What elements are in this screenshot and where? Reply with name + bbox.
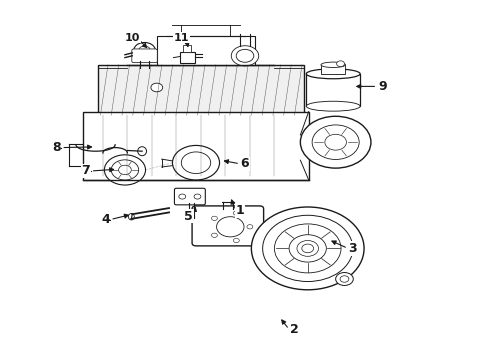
Circle shape (151, 83, 163, 92)
Bar (306, 74, 360, 106)
Circle shape (325, 134, 346, 150)
Circle shape (233, 238, 239, 243)
Circle shape (172, 145, 220, 180)
Circle shape (212, 216, 218, 220)
Bar (321, 65, 345, 74)
Circle shape (233, 211, 239, 215)
Text: 8: 8 (52, 141, 61, 154)
Circle shape (312, 125, 359, 159)
Bar (83, 112, 309, 180)
Text: 9: 9 (378, 80, 387, 93)
Ellipse shape (321, 62, 345, 67)
Ellipse shape (306, 69, 360, 79)
FancyBboxPatch shape (157, 36, 255, 65)
Circle shape (302, 244, 314, 253)
Text: 7: 7 (81, 165, 90, 177)
Text: 11: 11 (173, 33, 189, 43)
Text: 5: 5 (184, 210, 193, 222)
Text: 4: 4 (101, 213, 110, 226)
FancyBboxPatch shape (132, 49, 157, 63)
Text: 6: 6 (241, 157, 249, 170)
Ellipse shape (306, 101, 360, 111)
Circle shape (236, 49, 254, 62)
Circle shape (181, 152, 211, 174)
Circle shape (251, 207, 364, 290)
Circle shape (274, 224, 341, 273)
Circle shape (179, 194, 186, 199)
Circle shape (194, 194, 201, 199)
Bar (98, 65, 304, 115)
Circle shape (337, 61, 344, 67)
Bar (183, 45, 191, 52)
Circle shape (104, 155, 146, 185)
Circle shape (139, 46, 150, 55)
Ellipse shape (128, 213, 134, 220)
Circle shape (247, 225, 253, 229)
Text: 10: 10 (124, 33, 140, 43)
FancyBboxPatch shape (192, 206, 264, 246)
Circle shape (212, 233, 218, 238)
Circle shape (297, 240, 318, 256)
Bar (180, 52, 195, 63)
Circle shape (119, 165, 131, 175)
Text: 1: 1 (236, 204, 245, 217)
Circle shape (134, 42, 155, 58)
Text: 2: 2 (290, 323, 298, 336)
Circle shape (340, 276, 349, 282)
Circle shape (111, 160, 139, 180)
FancyBboxPatch shape (174, 188, 205, 205)
Circle shape (217, 217, 244, 237)
Circle shape (300, 116, 371, 168)
Circle shape (336, 273, 353, 285)
Circle shape (231, 46, 259, 66)
Circle shape (289, 235, 326, 262)
Ellipse shape (138, 147, 147, 156)
Circle shape (263, 215, 353, 282)
Text: 3: 3 (348, 242, 357, 255)
